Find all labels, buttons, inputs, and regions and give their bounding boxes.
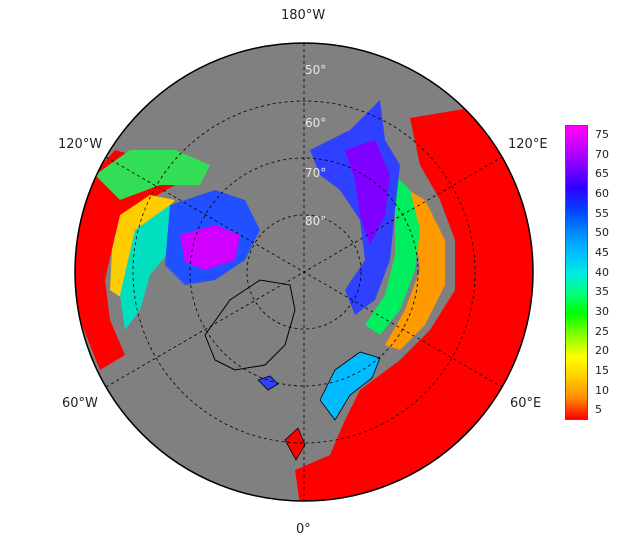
- colorbar-tick-label: 15: [595, 363, 609, 377]
- colorbar-tick-label: 55: [595, 206, 609, 220]
- longitude-label-0: 0°: [296, 522, 311, 537]
- colorbar: [565, 125, 588, 420]
- british-isles: [284, 427, 306, 461]
- colorbar-tick-label: 50: [595, 226, 609, 240]
- colorbar-tick-label: 30: [595, 304, 609, 318]
- high-value-region-canada-core: [180, 225, 240, 270]
- latitude-label-70: 70°: [305, 166, 327, 180]
- colorbar-tick-label: 40: [595, 265, 609, 279]
- low-value-region-eurasia: [295, 108, 533, 501]
- low-value-region-america: [75, 150, 175, 370]
- longitude-label-120e: 120°E: [508, 137, 548, 152]
- latitude-label-50: 50°: [305, 63, 327, 77]
- iceland: [257, 375, 279, 391]
- scandinavia: [319, 351, 381, 421]
- colorbar-tick-label: 25: [595, 324, 609, 338]
- mid-value-band-eurasia: [365, 170, 420, 335]
- mid-value-band-alaska: [95, 150, 210, 200]
- latitude-label-80: 80°: [305, 214, 327, 228]
- longitude-label-120w: 120°W: [58, 137, 103, 152]
- colorbar-tick-label: 20: [595, 344, 609, 358]
- colorbar-tick-label: 10: [595, 383, 609, 397]
- longitude-label-60w: 60°W: [62, 396, 98, 411]
- longitude-label-180w: 180°W: [281, 8, 326, 23]
- colorbar-tick-label: 60: [595, 186, 609, 200]
- longitude-label-60e: 60°E: [510, 396, 542, 411]
- colorbar-tick-label: 75: [595, 127, 609, 141]
- transition-band-eurasia: [385, 185, 445, 350]
- colorbar-tick-label: 70: [595, 147, 609, 161]
- map-border: [74, 42, 534, 502]
- colorbar-tick-label: 5: [595, 403, 602, 417]
- colorbar-tick-label: 35: [595, 285, 609, 299]
- colorbar-tick-label: 45: [595, 245, 609, 259]
- graticule: [105, 43, 503, 501]
- high-value-region-siberia-core: [345, 140, 390, 245]
- colorbar-tick-label: 65: [595, 167, 609, 181]
- latitude-label-60: 60°: [305, 116, 327, 130]
